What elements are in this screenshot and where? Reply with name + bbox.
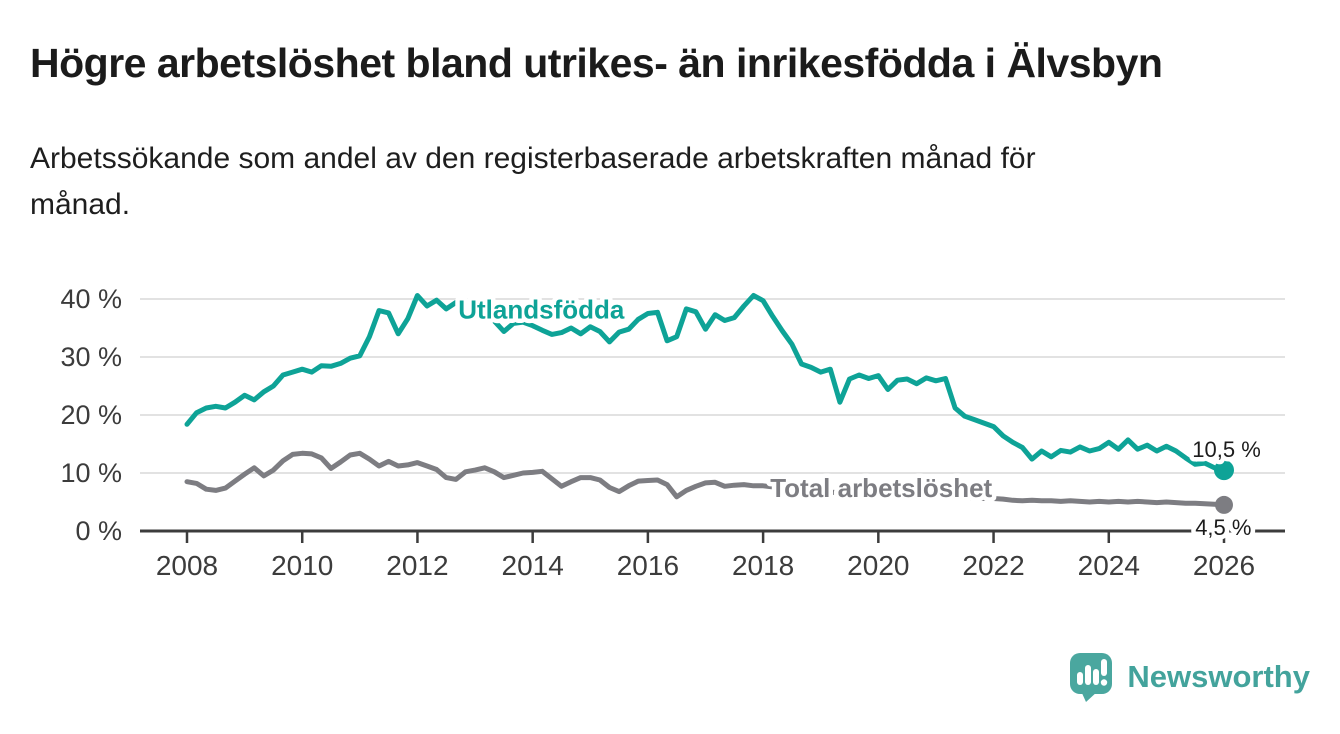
y-tick-label: 20 % — [60, 400, 122, 430]
series-end-dot-utlandsf-dda — [1213, 460, 1234, 481]
y-tick-label: 0 % — [75, 516, 122, 546]
y-tick-label: 40 % — [60, 284, 122, 314]
x-tick-label: 2022 — [962, 550, 1024, 581]
x-tick-label: 2016 — [617, 550, 679, 581]
x-tick-label: 2010 — [271, 550, 333, 581]
newsworthy-logo-text: Newsworthy — [1127, 659, 1310, 694]
annotation-label: Total arbetslöshet — [770, 473, 992, 503]
x-tick-label: 2008 — [156, 550, 218, 581]
end-dots-group — [1213, 460, 1234, 514]
annotation-label: 4,5 % — [1195, 515, 1251, 540]
gridlines-group — [140, 298, 1285, 474]
x-tick-label: 2024 — [1078, 550, 1140, 581]
x-tick-label: 2012 — [386, 550, 448, 581]
annotation-label: Utlandsfödda — [458, 295, 625, 325]
chart-subtitle-line2: månad. — [30, 188, 131, 221]
series-line-total-arbetsl-shet — [184, 450, 1227, 508]
annotation-label: 10,5 % — [1192, 437, 1261, 462]
series-lines-group — [184, 293, 1227, 508]
y-axis-labels-group: 0 % 10 % 20 % 30 % 40 % — [60, 284, 122, 546]
x-tick-label: 2014 — [502, 550, 564, 581]
x-tick-label: 2018 — [732, 550, 794, 581]
y-tick-label: 10 % — [60, 458, 122, 488]
series-line-utlandsf-dda — [184, 293, 1227, 473]
chart-subtitle-line1: Arbetssökande som andel av den registerb… — [30, 142, 1036, 175]
y-tick-label: 30 % — [60, 342, 122, 372]
x-tick-label: 2026 — [1193, 550, 1255, 581]
chart-title: Högre arbetslöshet bland utrikes- än inr… — [30, 40, 1163, 86]
newsworthy-logo: Newsworthy — [1068, 652, 1310, 702]
newsworthy-logo-icon — [1070, 653, 1113, 702]
x-axis-group: 2008 2010 2012 2014 2016 2018 2020 2022 2024 2026 — [140, 529, 1285, 581]
series-end-dot-total-arbetsl-shet — [1214, 495, 1233, 514]
x-tick-label: 2020 — [847, 550, 909, 581]
chart-subtitle: Arbetssökande som andel av den registerb… — [30, 136, 1036, 228]
annotations-group: Utlandsfödda Total arbetslöshet 10,5 % 4,5 … — [454, 290, 1266, 544]
